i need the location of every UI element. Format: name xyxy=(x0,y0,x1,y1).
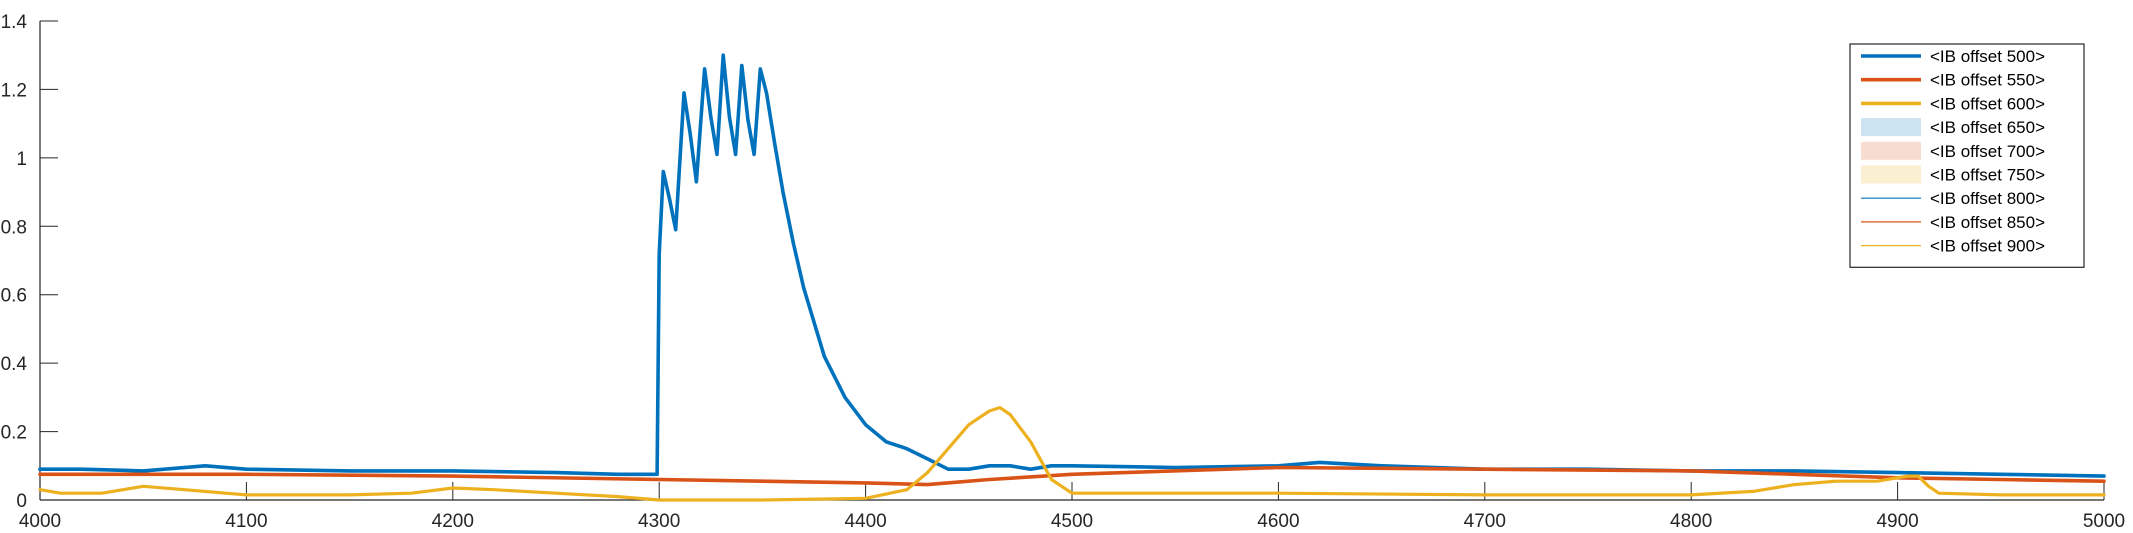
x-tick-label: 4000 xyxy=(19,511,61,532)
legend-swatch-band xyxy=(1861,141,1921,160)
legend-item: <IB offset 850> xyxy=(1861,213,2045,232)
x-tick-label: 4800 xyxy=(1670,511,1712,532)
series-line-3 xyxy=(38,406,2106,502)
x-axis-ticks: 4000 4100 4200 4300 4400 4500 4600 4700 4800 4900… xyxy=(19,482,2125,532)
x-tick-label: 4400 xyxy=(844,511,886,532)
legend-label: <IB offset 550> xyxy=(1930,71,2045,90)
x-tick-label: 4500 xyxy=(1051,511,1093,532)
x-tick-label: 4300 xyxy=(638,511,680,532)
legend-swatch-band xyxy=(1861,118,1921,137)
x-tick-label: 5000 xyxy=(2083,511,2125,532)
y-tick-label: 0 xyxy=(16,491,27,512)
legend-item: <IB offset 800> xyxy=(1861,189,2045,208)
series-layer xyxy=(38,53,2106,502)
x-tick-label: 4200 xyxy=(432,511,474,532)
y-axis-ticks: 0 0.2 0.4 0.6 0.8 1 1.2 1.4 xyxy=(1,12,58,512)
y-tick-label: 1 xyxy=(16,149,27,170)
x-tick-label: 4600 xyxy=(1257,511,1299,532)
legend-item: <IB offset 600> xyxy=(1861,94,2045,113)
legend-swatch-band xyxy=(1861,165,1921,184)
series-line-1 xyxy=(38,53,2106,478)
y-tick-label: 0.8 xyxy=(1,217,27,238)
legend-item: <IB offset 900> xyxy=(1861,237,2045,256)
legend-item: <IB offset 650> xyxy=(1861,118,2045,137)
legend-items: <IB offset 500> <IB offset 550> <IB offset… xyxy=(1861,47,2045,256)
x-tick-label: 4100 xyxy=(225,511,267,532)
legend-item: <IB offset 700> xyxy=(1861,141,2045,161)
legend-label: <IB offset 900> xyxy=(1930,237,2045,256)
legend[interactable]: <IB offset 500> <IB offset 550> <IB offset… xyxy=(1849,43,2085,268)
legend-item: <IB offset 550> xyxy=(1861,71,2045,90)
y-tick-label: 0.6 xyxy=(1,286,27,307)
y-tick-label: 0.4 xyxy=(1,354,28,375)
y-tick-label: 0.2 xyxy=(1,423,27,444)
x-tick-label: 4700 xyxy=(1464,511,1506,532)
y-tick-label: 1.4 xyxy=(1,12,28,33)
legend-label: <IB offset 850> xyxy=(1930,213,2045,232)
y-tick-label: 1.2 xyxy=(1,80,27,101)
legend-item: <IB offset 750> xyxy=(1861,165,2045,185)
legend-label: <IB offset 600> xyxy=(1930,94,2045,113)
legend-label: <IB offset 500> xyxy=(1930,47,2045,66)
legend-label: <IB offset 750> xyxy=(1930,166,2045,185)
legend-label: <IB offset 700> xyxy=(1930,142,2045,161)
legend-item: <IB offset 500> xyxy=(1861,47,2045,66)
series-line-2 xyxy=(38,465,2106,487)
x-tick-label: 4900 xyxy=(1876,511,1918,532)
legend-label: <IB offset 650> xyxy=(1930,118,2045,137)
legend-label: <IB offset 800> xyxy=(1930,189,2045,208)
